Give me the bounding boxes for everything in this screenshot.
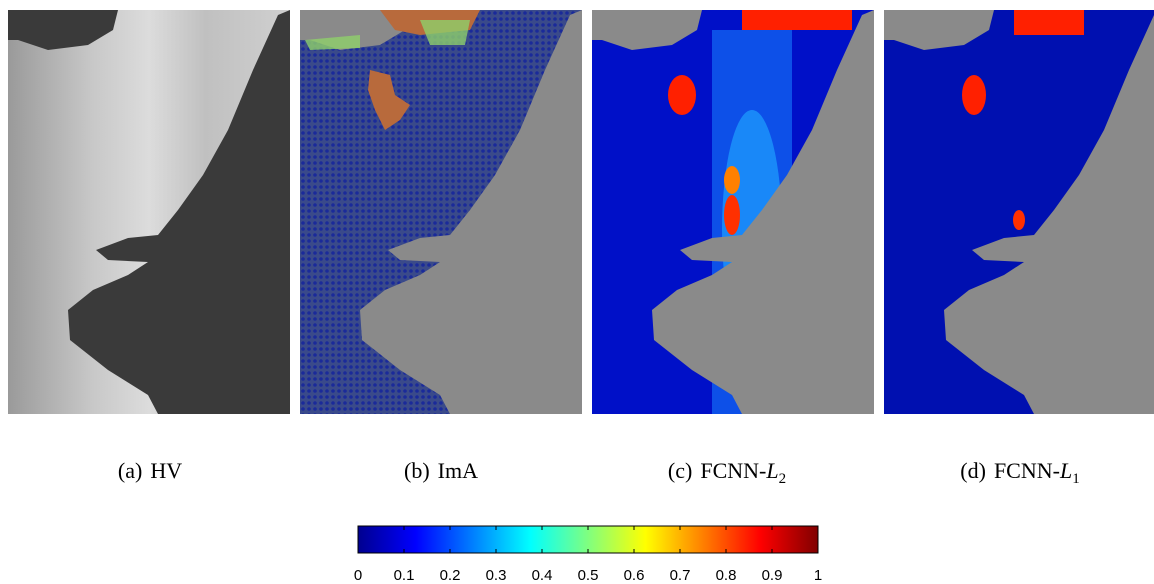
caption: (a) HV [118, 458, 182, 483]
tick-label: 0.9 [762, 567, 783, 584]
caption-text: HV [150, 458, 182, 483]
tick-label: 0.5 [578, 567, 599, 584]
caption: (c) FCNN-L2 [668, 458, 786, 487]
tick-label: 0.3 [486, 567, 507, 584]
caption-label: (d) [960, 458, 986, 483]
panel-ima [300, 10, 582, 414]
caption-text: FCNN- [994, 458, 1060, 483]
panel-fcnn-l2 [592, 10, 874, 414]
tick-label: 0 [354, 567, 362, 584]
caption: (b) ImA [404, 458, 478, 483]
caption-label: (a) [118, 458, 142, 483]
tick-label: 0.1 [394, 567, 415, 584]
tick-label: 0.6 [624, 567, 645, 584]
caption-var: L [765, 458, 778, 483]
tick-label: 0.2 [440, 567, 461, 584]
colorbar [358, 526, 818, 553]
caption-text: ImA [438, 458, 478, 483]
caption-var: L [1059, 458, 1072, 483]
caption: (d) FCNN-L1 [960, 458, 1079, 487]
caption-label: (b) [404, 458, 430, 483]
caption-sub: 1 [1072, 471, 1080, 487]
caption-sub: 2 [779, 471, 787, 487]
tick-label: 0.8 [716, 567, 737, 584]
panel-fcnn-l1 [884, 10, 1154, 414]
panel-hv [8, 10, 290, 414]
tick-label: 0.7 [670, 567, 691, 584]
tick-label: 1 [814, 567, 822, 584]
captions: (a)HV(b)ImA(c)FCNN-L2(d)FCNN-L1 [118, 458, 1080, 487]
tick-label: 0.4 [532, 567, 553, 584]
caption-label: (c) [668, 458, 692, 483]
caption-text: FCNN- [700, 458, 766, 483]
figure: (a)HV(b)ImA(c)FCNN-L2(d)FCNN-L1 00.10.20… [0, 0, 1154, 584]
